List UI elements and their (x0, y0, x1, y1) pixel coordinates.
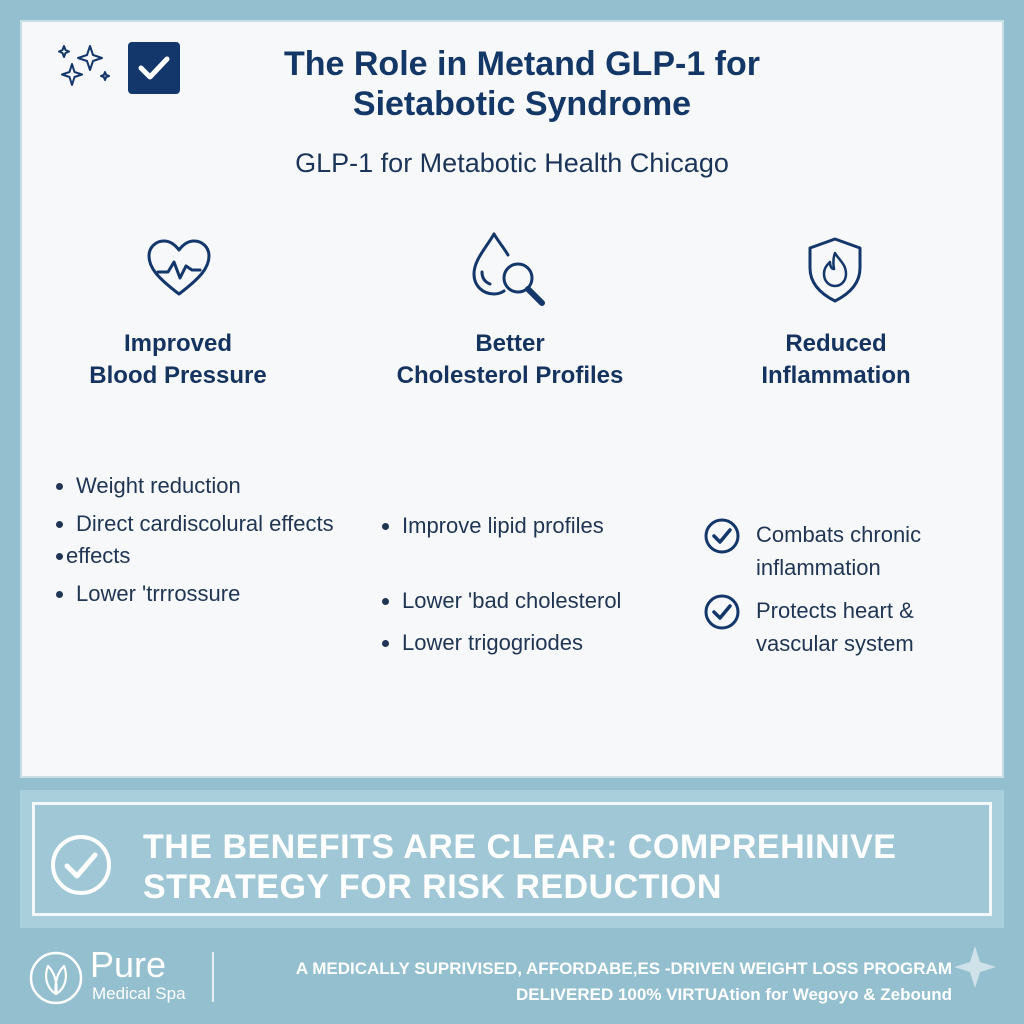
tagline-line: A MEDICALLY SUPRIVISED, AFFORDABE,ES -DR… (295, 959, 952, 978)
check-list-item: Protects heart & vascular system (704, 594, 921, 660)
check-text: inflammation (756, 555, 881, 580)
check-list-item: Combats chronic inflammation (704, 518, 921, 584)
sparkle-star-icon (954, 946, 996, 988)
content-panel: The Role in Metand GLP-1 for Sietabotic … (20, 20, 1004, 778)
heading-line: Improved (123, 330, 233, 357)
column-heading-blood-pressure: Improved Blood Pressure (28, 328, 328, 392)
column-heading-cholesterol: Better Cholesterol Profiles (360, 328, 660, 392)
check-text: vascular system (756, 631, 914, 656)
tagline-line: DELIVERED 100% VIRTUAtion for Wegoyo & Z… (515, 985, 952, 1004)
check-circle-icon (704, 594, 740, 630)
list-item: Improve lipid profiles (380, 510, 621, 542)
title-line-1: The Role in Metand GLP-1 for (283, 45, 761, 83)
title-line-2: Sietabotic Syndrome (352, 85, 692, 123)
checkmark-badge-icon (128, 42, 180, 94)
heart-pulse-icon (147, 239, 211, 296)
page-subtitle: GLP-1 for Metabotic Health Chicago (295, 148, 729, 178)
heading-line: Better (475, 330, 545, 357)
shield-flame-icon (808, 237, 862, 303)
blood-pressure-list: Weight reduction Direct cardiscolural ef… (54, 470, 334, 610)
list-item: Weight reduction (54, 470, 334, 502)
list-item-continuation: effects (54, 540, 334, 572)
banner-line: THE BENEFITS ARE CLEAR: COMPREHINIVE (143, 828, 897, 866)
inflammation-list: Combats chronic inflammation Protects he… (704, 518, 921, 670)
list-item: Lower 'bad cholesterol (380, 585, 621, 617)
footer-divider (212, 952, 214, 1002)
drop-magnifier-icon (472, 232, 545, 306)
list-item: Lower 'trrrossure (54, 578, 334, 610)
list-item: Lower trigogriodes (380, 627, 621, 659)
list-item: Direct cardiscolural effects (54, 508, 334, 540)
column-heading-inflammation: Reduced Inflammation (686, 328, 986, 392)
page-title: The Role in Metand GLP-1 for Sietabotic … (212, 44, 832, 124)
brand-subtitle: Medical Spa (92, 984, 186, 1003)
heading-line: Reduced (785, 330, 887, 357)
check-circle-icon (51, 835, 111, 895)
footer-tagline: A MEDICALLY SUPRIVISED, AFFORDABE,ES -DR… (296, 956, 952, 1008)
brand-name: Pure (90, 944, 167, 985)
cholesterol-list: Improve lipid profiles Lower 'bad choles… (380, 510, 621, 659)
sparkles-icon (58, 45, 110, 86)
heading-line: Inflammation (761, 362, 911, 389)
benefits-banner: THE BENEFITS ARE CLEAR: COMPREHINIVE STR… (20, 790, 1004, 928)
banner-headline: THE BENEFITS ARE CLEAR: COMPREHINIVE STR… (143, 827, 983, 907)
heading-line: Cholesterol Profiles (396, 362, 624, 389)
check-circle-icon (704, 518, 740, 554)
banner-line: STRATEGY FOR RISK REDUCTION (143, 868, 722, 906)
check-text: Protects heart & (756, 598, 914, 623)
leaf-logo-icon (29, 951, 83, 1005)
check-text: Combats chronic (756, 522, 922, 547)
heading-line: Blood Pressure (89, 362, 267, 389)
banner-frame: THE BENEFITS ARE CLEAR: COMPREHINIVE STR… (32, 802, 992, 916)
